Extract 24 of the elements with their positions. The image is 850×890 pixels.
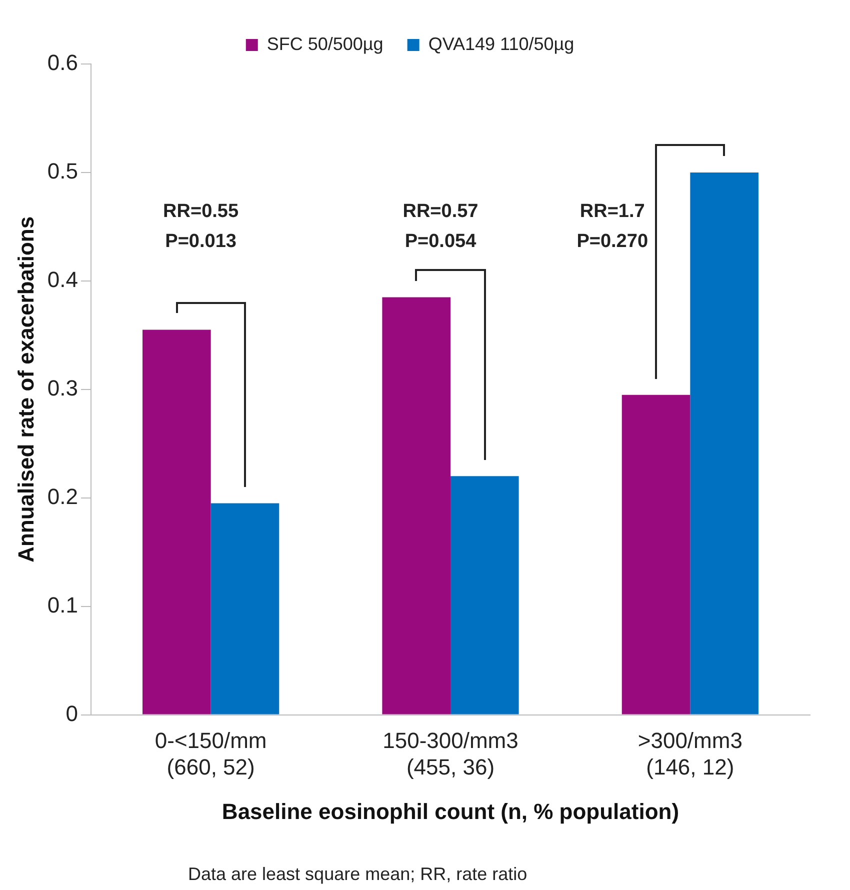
- legend-label: SFC 50/500µg: [266, 34, 384, 54]
- bar: [210, 503, 280, 714]
- y-tick-label: 0.5: [47, 158, 78, 184]
- bar: [690, 172, 758, 714]
- y-tick-label: 0.6: [47, 50, 78, 76]
- x-axis-title: Baseline eosinophil count (n, % population): [222, 798, 680, 824]
- y-tick-label: 0.2: [47, 484, 78, 509]
- y-axis-title: Annualised rate of exacerbations: [13, 216, 38, 562]
- bar: [142, 330, 211, 714]
- annotation: RR=0.57 P=0.054: [402, 200, 478, 252]
- y-tick-label: 0: [66, 700, 78, 726]
- x-tick-label: >300/mm3 (146, 12): [638, 728, 742, 780]
- annotation: RR=1.7 P=0.270: [576, 200, 648, 252]
- bar: [622, 394, 690, 714]
- legend-label: QVA149 110/50µg: [428, 34, 574, 54]
- x-tick-label: 150-300/mm3 (455, 36): [382, 728, 518, 780]
- annotation: RR=0.55 P=0.013: [163, 200, 240, 252]
- text: Data are least square mean; RR, rate ratio: [188, 864, 528, 884]
- y-tick-label: 0.1: [47, 592, 78, 618]
- bar: [450, 476, 519, 714]
- y-tick-label: 0.3: [47, 375, 78, 400]
- y-tick-label: 0.4: [47, 266, 78, 292]
- bar: [382, 297, 450, 714]
- x-tick-label: 0-<150/mm (660, 52): [154, 728, 267, 780]
